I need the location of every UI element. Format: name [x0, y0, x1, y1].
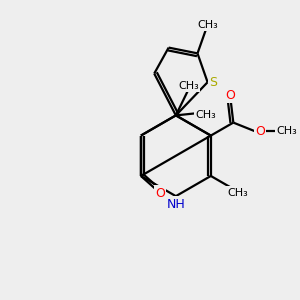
Text: NH: NH — [167, 198, 185, 211]
Text: O: O — [226, 89, 236, 102]
Text: CH₃: CH₃ — [197, 20, 218, 29]
Text: CH₃: CH₃ — [227, 188, 248, 197]
Text: O: O — [155, 187, 165, 200]
Text: O: O — [255, 125, 265, 138]
Text: CH₃: CH₃ — [178, 81, 199, 92]
Text: CH₃: CH₃ — [195, 110, 216, 120]
Text: CH₃: CH₃ — [276, 126, 297, 136]
Text: S: S — [209, 76, 217, 89]
